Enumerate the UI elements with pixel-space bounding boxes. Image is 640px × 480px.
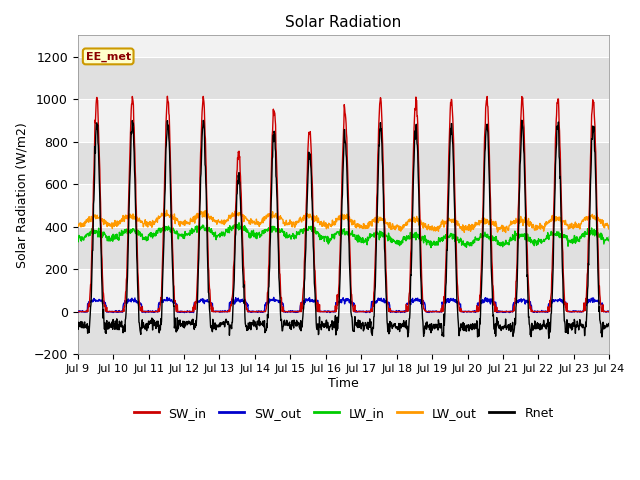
Bar xyxy=(77,227,609,269)
Bar xyxy=(77,312,609,354)
Bar xyxy=(77,142,609,184)
Legend: SW_in, SW_out, LW_in, LW_out, Rnet: SW_in, SW_out, LW_in, LW_out, Rnet xyxy=(129,402,559,425)
Y-axis label: Solar Radiation (W/m2): Solar Radiation (W/m2) xyxy=(15,122,28,267)
Title: Solar Radiation: Solar Radiation xyxy=(285,15,402,30)
X-axis label: Time: Time xyxy=(328,377,359,390)
Text: EE_met: EE_met xyxy=(86,51,131,61)
Bar xyxy=(77,57,609,99)
